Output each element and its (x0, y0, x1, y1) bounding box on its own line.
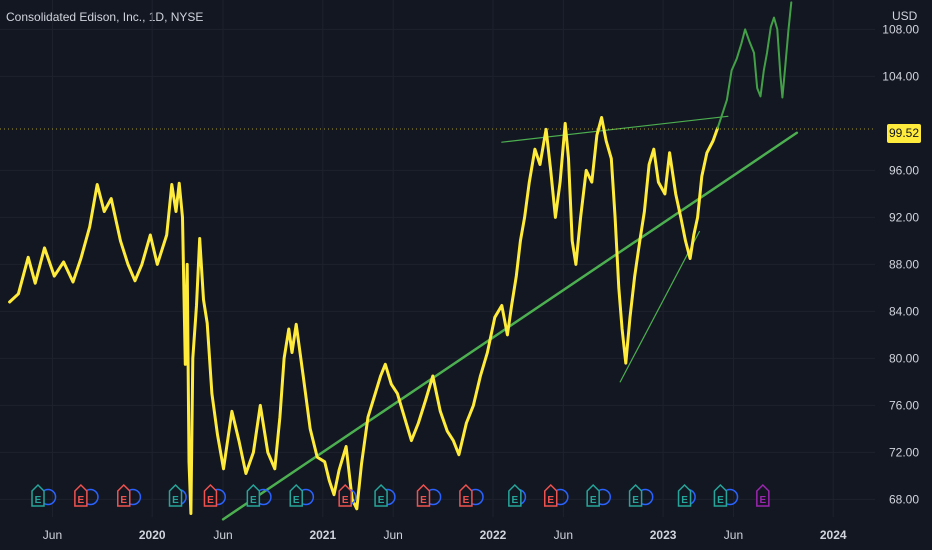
earnings-letter: E (420, 495, 427, 506)
earnings-marker[interactable]: E (416, 483, 431, 507)
earnings-badge[interactable] (74, 483, 88, 507)
time-tick-label: 2022 (480, 528, 507, 542)
earnings-marker[interactable]: E (289, 483, 303, 507)
earnings-badge[interactable] (628, 483, 643, 507)
earnings-marker[interactable]: E (246, 483, 261, 507)
earnings-letter: E (35, 495, 42, 506)
price-tick-label: 72.00 (889, 445, 919, 459)
symbol-title[interactable]: Consolidated Edison, Inc., 1D, NYSE (6, 10, 204, 24)
last-price-label: 99.52 (887, 124, 921, 143)
earnings-marker[interactable]: E (713, 483, 728, 507)
earnings-letter: E (463, 495, 470, 506)
earnings-letter: E (250, 495, 257, 506)
time-tick-label: 2020 (139, 528, 166, 542)
price-tick-label: 68.00 (889, 492, 919, 506)
earnings-marker[interactable]: E (543, 483, 558, 507)
earnings-marker[interactable]: E (168, 483, 183, 507)
price-tick-label: 104.00 (882, 69, 919, 83)
earnings-badge[interactable] (416, 483, 431, 507)
earnings-badge[interactable] (677, 483, 692, 507)
time-tick-label: 2023 (650, 528, 677, 542)
earnings-marker[interactable]: E (74, 483, 88, 507)
price-tick-label: 92.00 (889, 210, 919, 224)
time-axis[interactable]: Jun 2020 Jun 2021 Jun 2022 Jun 2023 Jun 2024 (43, 528, 847, 542)
earnings-marker[interactable]: E (508, 483, 522, 507)
earnings-marker[interactable]: E (586, 483, 600, 507)
price-tick-label: 80.00 (889, 351, 919, 365)
time-tick-label: 2021 (309, 528, 336, 542)
earnings-badge[interactable] (508, 483, 522, 507)
earnings-badge[interactable] (246, 483, 261, 507)
earnings-badge[interactable] (459, 483, 473, 507)
earnings-badge[interactable] (203, 483, 218, 507)
earnings-badge[interactable] (374, 483, 388, 507)
price-tick-label: 88.00 (889, 257, 919, 271)
price-tick-label: 108.00 (882, 22, 919, 36)
price-series-line (8, 116, 720, 515)
earnings-marker[interactable]: E (203, 483, 218, 507)
price-axis[interactable]: 68.00 72.00 76.00 80.00 84.00 88.00 92.00 96.00… (882, 22, 919, 506)
time-tick-label: Jun (384, 528, 403, 542)
earnings-badge[interactable] (31, 483, 45, 507)
recent-price-series-line (716, 1, 793, 130)
earnings-letter: E (78, 495, 85, 506)
time-tick-label: Jun (724, 528, 743, 542)
earnings-letter: E (378, 495, 385, 506)
earnings-badge[interactable] (117, 483, 131, 507)
trendline-3[interactable] (619, 230, 701, 383)
time-tick-label: Jun (554, 528, 573, 542)
price-tick-label: 96.00 (889, 163, 919, 177)
currency-label: USD (892, 9, 918, 23)
earnings-letter: E (547, 495, 554, 506)
earnings-badge[interactable] (338, 483, 352, 507)
earnings-marker[interactable]: E (117, 483, 131, 507)
earnings-letter: E (512, 495, 519, 506)
time-tick-label: Jun (43, 528, 62, 542)
time-tick-label: 2024 (820, 528, 847, 542)
price-tick-label: 76.00 (889, 398, 919, 412)
earnings-badge[interactable] (168, 483, 183, 507)
trendline-2[interactable] (501, 115, 729, 143)
earnings-marker[interactable]: E (338, 483, 352, 507)
earnings-marker[interactable]: E (628, 483, 643, 507)
time-tick-label: Jun (213, 528, 232, 542)
earnings-badge[interactable] (543, 483, 558, 507)
earnings-marker[interactable]: E (756, 483, 770, 507)
price-tick-label: 84.00 (889, 304, 919, 318)
earnings-badge[interactable] (756, 483, 770, 507)
earnings-marker[interactable]: E (31, 483, 45, 507)
earnings-marker[interactable]: E (677, 483, 692, 507)
earnings-letter: E (760, 495, 767, 506)
earnings-marker[interactable]: E (374, 483, 388, 507)
earnings-badge[interactable] (289, 483, 303, 507)
earnings-letter: E (207, 495, 214, 506)
earnings-letter: E (632, 495, 639, 506)
earnings-letter: E (172, 495, 179, 506)
earnings-badge[interactable] (586, 483, 600, 507)
earnings-letter: E (342, 495, 349, 506)
chart-grid (0, 0, 875, 517)
earnings-marker[interactable]: E (459, 483, 473, 507)
earnings-letter: E (120, 495, 127, 506)
earnings-badge[interactable] (713, 483, 728, 507)
earnings-letter: E (681, 495, 688, 506)
earnings-letter: E (293, 495, 300, 506)
earnings-letter: E (717, 495, 724, 506)
series-layer (0, 1, 875, 515)
earnings-letter: E (590, 495, 597, 506)
